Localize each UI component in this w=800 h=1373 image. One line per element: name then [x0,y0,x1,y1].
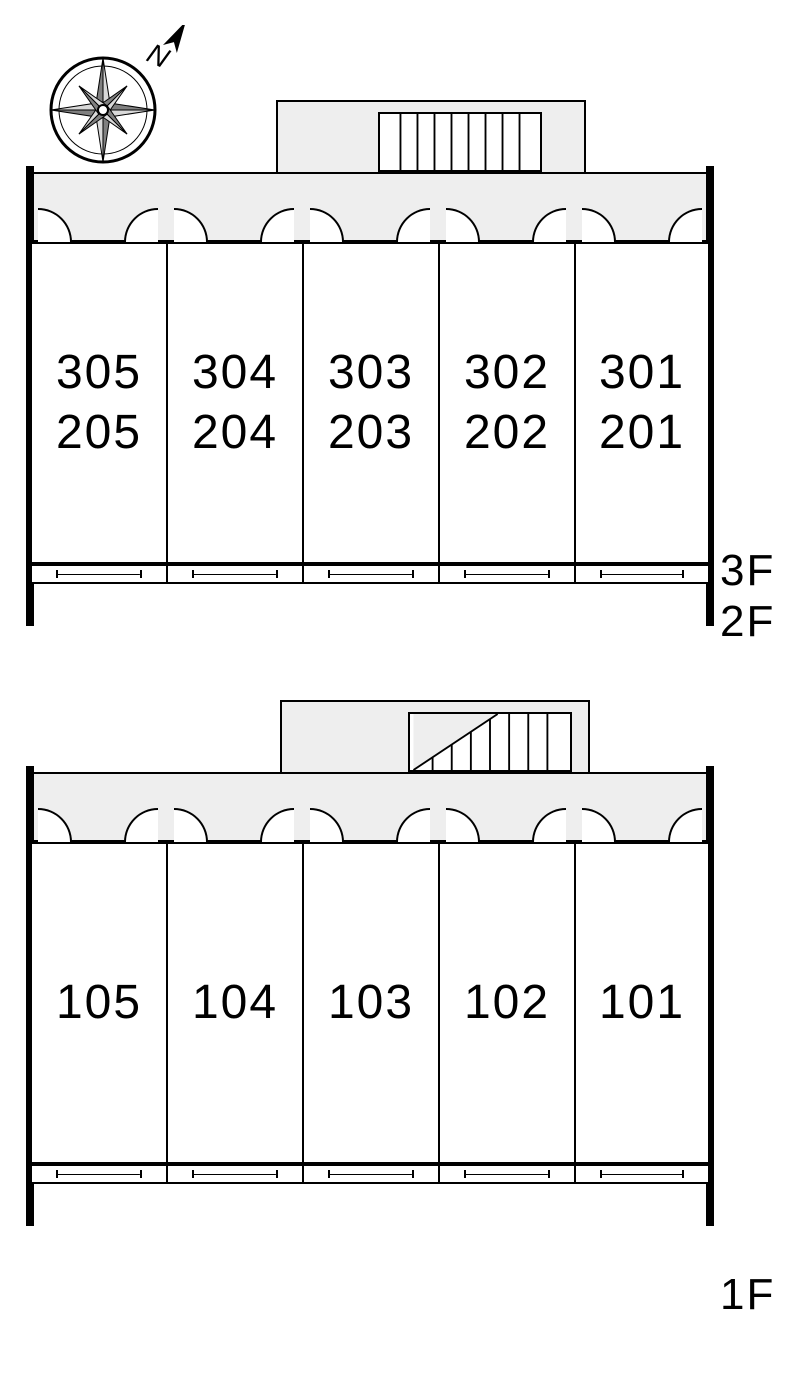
window-mark [438,564,574,584]
compass-icon: N [40,25,190,175]
unit-number-label: 304 204 [192,343,278,463]
window-mark [438,1164,574,1184]
floor-label: 1F [720,1270,775,1321]
unit-number-label: 302 202 [464,343,550,463]
unit-cell: 301 201 [574,242,710,564]
unit-cell: 305 205 [30,242,166,564]
window-mark [166,1164,302,1184]
unit-number-label: 301 201 [599,343,685,463]
unit-number-label: 303 203 [328,343,414,463]
unit-number-label: 305 205 [56,343,142,463]
units-row: 305 205 304 204 303 203 302 202 301 201 [30,242,710,564]
units-row: 105 104 103 102 101 [30,842,710,1164]
window-row [30,564,710,584]
unit-cell: 303 203 [302,242,438,564]
unit-cell: 105 [30,842,166,1164]
unit-number-label: 102 [464,973,550,1033]
window-mark [30,1164,166,1184]
window-mark [574,564,710,584]
stairs-icon [378,112,542,172]
floorplan-canvas: N 305 205 304 204 303 203 302 202 301 201 3F2… [0,0,800,1373]
unit-cell: 103 [302,842,438,1164]
stairs-icon [408,712,572,772]
unit-number-label: 103 [328,973,414,1033]
window-mark [30,564,166,584]
unit-cell: 101 [574,842,710,1164]
window-mark [574,1164,710,1184]
unit-cell: 102 [438,842,574,1164]
unit-number-label: 101 [599,973,685,1033]
floor-label: 3F2F [720,546,775,647]
unit-number-label: 104 [192,973,278,1033]
unit-number-label: 105 [56,973,142,1033]
window-mark [302,1164,438,1184]
unit-cell: 104 [166,842,302,1164]
window-row [30,1164,710,1184]
window-mark [302,564,438,584]
window-mark [166,564,302,584]
unit-cell: 302 202 [438,242,574,564]
unit-cell: 304 204 [166,242,302,564]
